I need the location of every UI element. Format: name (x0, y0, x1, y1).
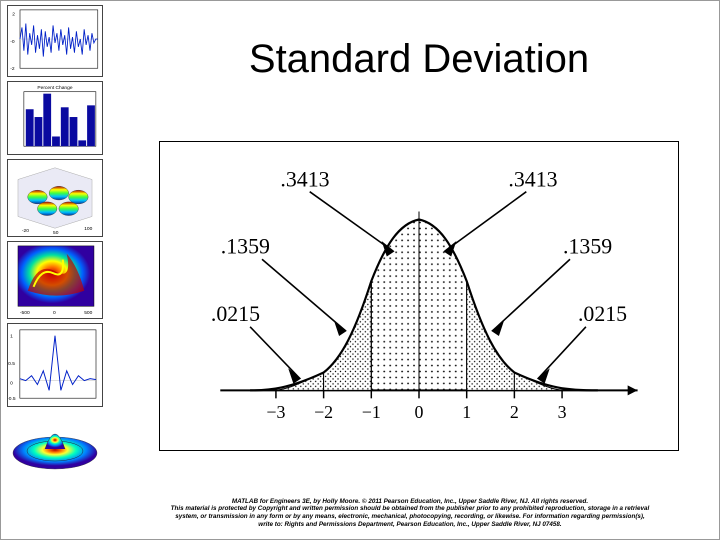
svg-text:0: 0 (10, 381, 13, 387)
label-1359-left: .1359 (221, 234, 270, 258)
thumb-noise-plot: 2 -0 -2 (7, 5, 103, 77)
main-area: Standard Deviation (119, 1, 719, 541)
svg-text:-20: -20 (22, 228, 29, 234)
slide-title: Standard Deviation (119, 37, 719, 82)
footer-line-3: system, or transmission in any form or b… (119, 513, 701, 521)
thumb-histogram: Percent Change (7, 81, 103, 155)
xtick-2: 2 (510, 402, 519, 422)
label-0215-right: .0215 (578, 302, 627, 326)
xtick-3: 3 (558, 402, 567, 422)
svg-text:1: 1 (10, 334, 13, 340)
svg-text:2: 2 (12, 12, 15, 18)
svg-text:100: 100 (84, 226, 92, 232)
svg-text:-0.5: -0.5 (8, 396, 16, 402)
thumb-surface-3d: -20 50 100 (7, 159, 103, 237)
svg-text:-500: -500 (20, 310, 30, 316)
xtick-1: 1 (462, 402, 471, 422)
xtick-n2: −2 (314, 402, 333, 422)
label-3413-left: .3413 (280, 168, 329, 192)
svg-text:-0: -0 (10, 39, 15, 45)
footer-line-4: write to: Rights and Permissions Departm… (119, 521, 701, 529)
normal-distribution-chart: −3 −2 −1 0 1 2 3 .3413 .3413 .1359 .1359… (159, 141, 679, 451)
copyright-footer: MATLAB for Engineers 3E, by Holly Moore.… (119, 498, 701, 529)
footer-line-1: MATLAB for Engineers 3E, by Holly Moore.… (119, 498, 701, 506)
thumb-hist-title: Percent Change (37, 85, 72, 91)
sidebar-thumbnails: 2 -0 -2 Percent Change (7, 5, 105, 541)
footer-line-2: This material is protected by Copyright … (119, 505, 701, 513)
svg-text:0.5: 0.5 (8, 361, 15, 367)
thumb-sombrero-3d (7, 411, 103, 475)
svg-text:50: 50 (53, 230, 59, 236)
xtick-0: 0 (415, 402, 424, 422)
label-0215-left: .0215 (211, 302, 260, 326)
svg-text:0: 0 (53, 310, 56, 316)
label-3413-right: .3413 (508, 168, 557, 192)
thumb-sinc-plot: 1 0.5 0 -0.5 (7, 323, 103, 407)
slide-frame: 2 -0 -2 Percent Change (0, 0, 720, 540)
xtick-n1: −1 (362, 402, 381, 422)
thumb-fractal-heatmap: -500 0 500 (7, 241, 103, 319)
label-1359-right: .1359 (563, 234, 612, 258)
svg-text:500: 500 (84, 310, 92, 316)
xtick-n3: −3 (266, 402, 285, 422)
svg-text:-2: -2 (10, 66, 15, 72)
